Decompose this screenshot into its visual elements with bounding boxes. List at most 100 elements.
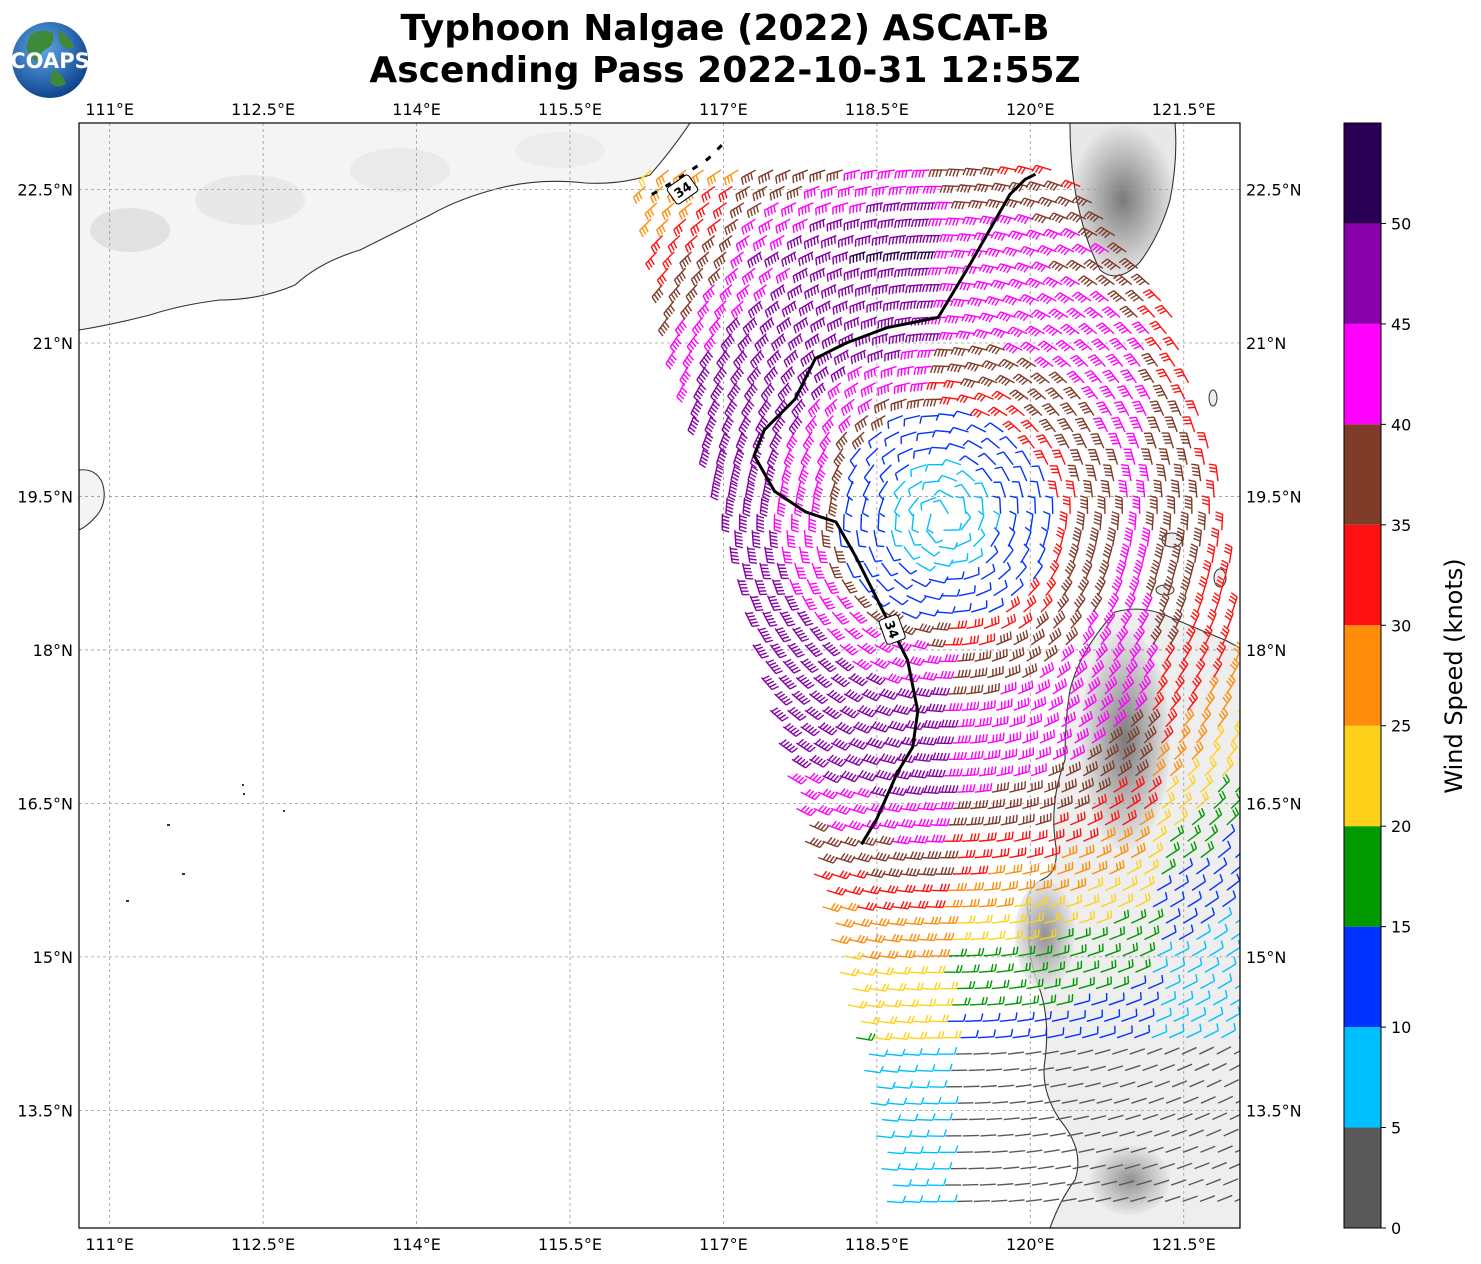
wind-barb <box>1022 730 1039 744</box>
wind-barb <box>939 1145 959 1154</box>
wind-barb <box>944 834 963 842</box>
wind-barb <box>948 751 968 761</box>
wind-barb <box>849 611 868 624</box>
wind-barb <box>1043 1198 1060 1203</box>
wind-barb <box>1009 847 1027 859</box>
wind-barb <box>1049 465 1063 482</box>
wind-barb <box>1190 1006 1207 1022</box>
wind-barb <box>829 480 841 501</box>
wind-barb <box>1219 559 1229 580</box>
wind-barb <box>922 1145 942 1154</box>
wind-barb <box>1010 495 1019 514</box>
wind-barb <box>956 470 976 482</box>
wind-barb <box>922 719 942 729</box>
wind-barb <box>1112 642 1125 662</box>
colorbar-bin <box>1344 826 1381 927</box>
wind-barb <box>1234 708 1240 728</box>
wind-barb <box>781 546 793 564</box>
wind-barb <box>835 721 856 735</box>
wind-barb <box>1061 845 1078 859</box>
wind-barb <box>1107 1164 1124 1170</box>
wind-barb <box>1096 1098 1113 1104</box>
wind-barb <box>1070 811 1086 826</box>
wind-barb <box>1208 741 1221 760</box>
wind-barb <box>1096 910 1113 924</box>
wind-barb <box>826 627 846 641</box>
wind-barb <box>1169 691 1182 711</box>
wind-barb <box>1184 559 1195 580</box>
wind-barb <box>1021 1116 1038 1121</box>
wind-barb <box>1025 1050 1042 1055</box>
wind-barb <box>1195 724 1208 744</box>
wind-barb <box>922 982 942 991</box>
wind-barb <box>1124 592 1136 613</box>
wind-barb <box>1069 609 1082 629</box>
wind-barb <box>1134 692 1148 711</box>
wind-barb <box>771 579 786 596</box>
wind-barb <box>1228 592 1238 613</box>
wind-barb <box>893 480 906 500</box>
gridlines <box>79 123 1240 1228</box>
wind-barb <box>864 1065 884 1074</box>
wind-barb <box>865 672 886 686</box>
wind-barb <box>908 529 922 546</box>
wind-barb <box>1178 724 1191 744</box>
wind-barb <box>834 657 855 672</box>
colorbar-tick-label: 5 <box>1391 1119 1401 1138</box>
wind-barb <box>992 495 1002 514</box>
wind-barb <box>842 513 851 533</box>
wind-barb <box>828 562 843 579</box>
wind-barb <box>809 754 830 768</box>
wind-barb <box>1070 877 1087 892</box>
wind-barb <box>1143 858 1159 875</box>
wind-barb <box>1015 1133 1032 1137</box>
wind-barb <box>1118 479 1128 498</box>
wind-barb <box>1061 1148 1078 1153</box>
wind-barb <box>839 902 860 912</box>
wind-barb <box>951 552 969 564</box>
wind-barb <box>1142 1113 1159 1121</box>
wind-barb <box>908 1031 928 1040</box>
wind-barb <box>1171 608 1183 629</box>
wind-barb <box>904 1146 924 1154</box>
wind-barb <box>916 1162 936 1171</box>
wind-barb <box>1191 807 1206 826</box>
wind-barb <box>1158 527 1168 547</box>
wind-barb <box>983 615 1000 630</box>
wind-barb <box>966 947 985 957</box>
wind-barb <box>1235 852 1240 859</box>
colorbar-tick-label: 35 <box>1391 516 1411 535</box>
wind-barb <box>983 881 1002 892</box>
wind-barb <box>1112 1048 1128 1055</box>
wind-barb <box>1050 1083 1067 1088</box>
wind-barb <box>1191 874 1207 891</box>
wind-barb <box>1109 926 1126 941</box>
wind-barb <box>1169 758 1183 777</box>
wind-barb <box>721 513 730 533</box>
wind-barb <box>991 1150 1008 1153</box>
wind-barb <box>826 689 847 704</box>
wind-barb <box>1113 1147 1130 1153</box>
wind-barb <box>1188 479 1198 498</box>
wind-barb <box>1165 1146 1182 1153</box>
wind-barb <box>1078 910 1095 924</box>
wind-barb <box>822 705 842 720</box>
wind-barb <box>1174 808 1189 826</box>
wind-barb <box>1067 1132 1084 1137</box>
wind-barb <box>1222 890 1237 908</box>
wind-barb <box>1234 776 1240 793</box>
wind-barb <box>1230 998 1240 1006</box>
wind-barb <box>1143 991 1160 1006</box>
wind-barb <box>1125 992 1142 1006</box>
wind-barb <box>1100 760 1116 777</box>
wind-barb <box>798 546 811 564</box>
wind-barb <box>792 626 810 642</box>
wind-barb <box>844 627 864 640</box>
wind-barb <box>1182 774 1196 793</box>
wind-barb <box>1077 576 1090 597</box>
wind-barb <box>1194 1063 1210 1072</box>
wind-barb <box>1011 480 1024 498</box>
wind-barb <box>791 755 812 769</box>
wind-barb <box>734 530 744 549</box>
wind-barb <box>1114 495 1124 514</box>
